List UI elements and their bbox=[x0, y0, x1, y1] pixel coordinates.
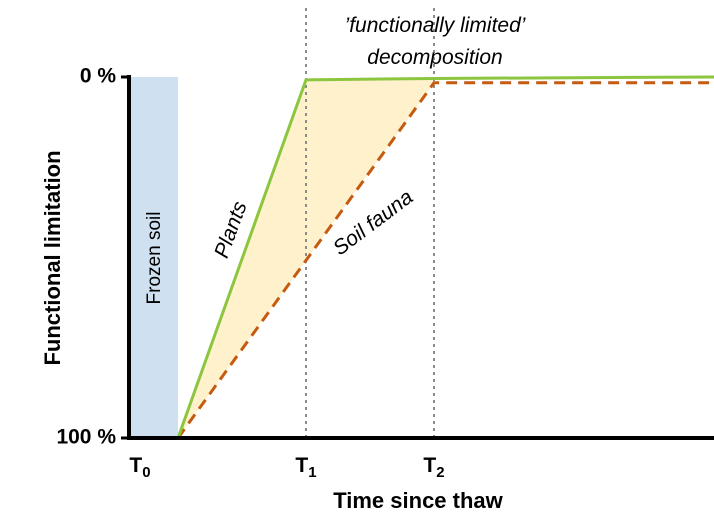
x-tick-label-t1: T1 bbox=[295, 454, 316, 481]
x-tick-label-t0: T0 bbox=[129, 454, 150, 481]
y-tick-label-0: 0 % bbox=[80, 65, 117, 88]
limited-region-label-line2: decomposition bbox=[367, 46, 502, 69]
frozen-soil-label: Frozen soil bbox=[144, 212, 165, 305]
series-line-plants bbox=[176, 75, 714, 439]
y-axis-title: Functional limitation bbox=[40, 150, 65, 365]
y-tick-label-100: 100 % bbox=[56, 426, 116, 449]
x-axis-title: Time since thaw bbox=[333, 488, 503, 513]
frozen-soil-band bbox=[128, 77, 178, 438]
limited-region-label-line1: ’functionally limited’ bbox=[345, 14, 526, 37]
x-tick-label-t2: T2 bbox=[423, 454, 444, 481]
series-line-soil-fauna bbox=[176, 81, 714, 439]
